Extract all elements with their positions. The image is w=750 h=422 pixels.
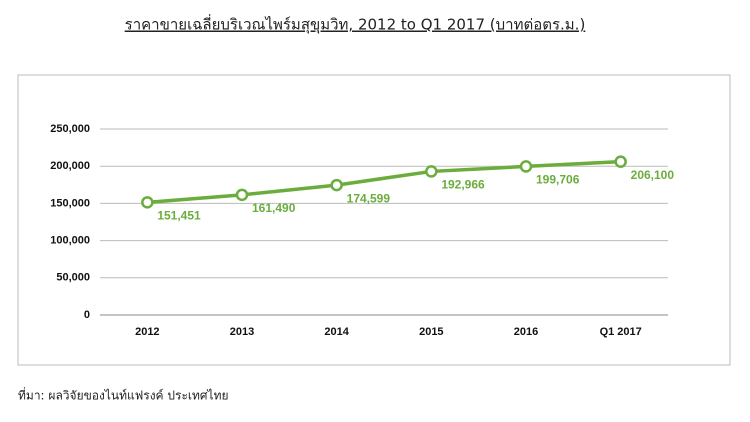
data-point (519, 160, 533, 173)
x-tick-label: 2015 (419, 326, 443, 338)
y-tick-label: 200,000 (50, 160, 90, 172)
x-tick-label: Q1 2017 (600, 326, 642, 338)
x-tick-label: 2014 (324, 326, 349, 338)
chart-title: ราคาขายเฉลี่ยบริเวณไพร์มสุขุมวิท, 2012 t… (125, 14, 586, 35)
data-label: 161,490 (252, 201, 296, 215)
chart-frame (17, 74, 731, 366)
x-tick-label: 2016 (514, 326, 538, 338)
x-tick-label: 2013 (230, 326, 254, 338)
data-point (425, 165, 438, 178)
x-tick-label: 2012 (135, 326, 159, 338)
data-point (235, 188, 249, 202)
y-tick-label: 0 (84, 309, 90, 321)
data-label: 192,966 (441, 178, 485, 192)
data-label: 199,706 (536, 173, 580, 187)
y-tick-label: 50,000 (56, 272, 90, 284)
y-tick-label: 250,000 (50, 123, 90, 135)
data-point (614, 155, 627, 168)
data-line (147, 159, 621, 205)
data-label: 206,100 (631, 168, 675, 182)
data-label: 151,451 (157, 208, 201, 222)
data-point (330, 178, 343, 192)
y-tick-label: 150,000 (50, 197, 90, 209)
data-label: 174,599 (347, 191, 391, 205)
y-tick-label: 100,000 (50, 235, 90, 247)
source-note: ที่มา: ผลวิจัยของไนท์แฟรงค์ ประเทศไทย (18, 387, 229, 403)
data-point (141, 196, 154, 209)
